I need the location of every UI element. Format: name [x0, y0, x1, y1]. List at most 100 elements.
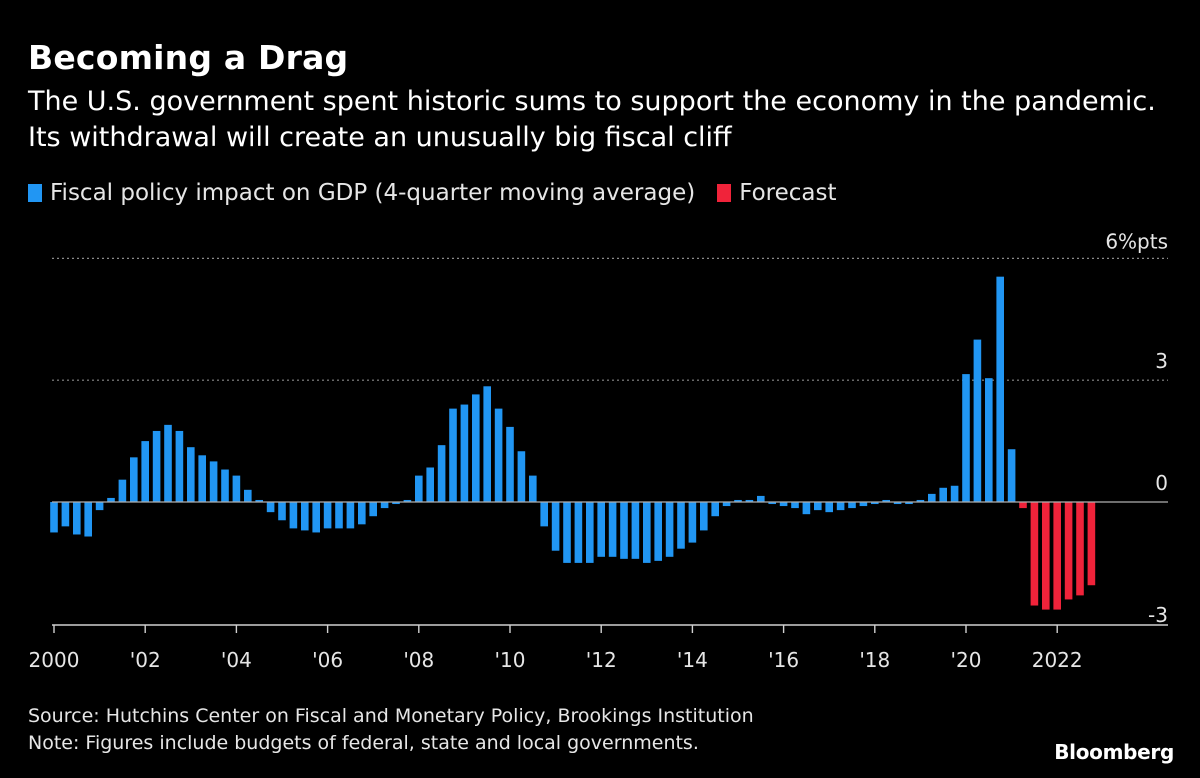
bar-actual: [84, 502, 92, 537]
bar-actual: [779, 502, 788, 507]
bar-forecast: [1087, 502, 1096, 586]
x-tick-label: '18: [859, 648, 890, 672]
bar-actual: [586, 502, 594, 563]
x-tick-label: '12: [586, 648, 617, 672]
bar-actual: [757, 495, 765, 502]
bar-actual: [996, 276, 1004, 502]
bar-forecast: [1076, 502, 1084, 596]
bar-actual: [916, 499, 925, 502]
bar-actual: [529, 475, 537, 502]
bar-actual: [266, 502, 275, 513]
bar-forecast: [1019, 502, 1027, 509]
bar-actual: [61, 502, 70, 527]
bar-actual: [312, 502, 320, 533]
y-tick-label: 3: [1155, 349, 1168, 373]
bar-actual: [335, 502, 343, 529]
bar-actual: [437, 445, 446, 502]
bar-actual: [255, 499, 263, 502]
bar-actual: [893, 502, 902, 505]
bar-actual: [836, 502, 845, 511]
bar-actual: [506, 426, 514, 502]
bar-actual: [175, 430, 184, 502]
bar-actual: [540, 502, 548, 527]
bar-actual: [483, 386, 491, 502]
bar-actual: [643, 502, 651, 563]
bar-forecast: [1042, 502, 1050, 610]
bar-actual: [517, 451, 526, 502]
legend-item-forecast: Forecast: [717, 180, 837, 206]
bar-actual: [962, 374, 970, 502]
bar-actual: [905, 502, 913, 505]
bar-actual: [164, 424, 172, 502]
bar-actual: [574, 502, 583, 563]
bar-actual: [403, 499, 412, 502]
bar-chart: 6%pts 3 0 -3 2000 '02 '04 '06 '08 '10 '12 '14 '16 '18…: [29, 229, 1168, 672]
x-tick-label: 2000: [29, 648, 80, 672]
bar-actual: [494, 408, 503, 502]
bar-forecast: [1053, 502, 1061, 610]
bar-forecast: [1030, 502, 1039, 606]
bar-actual: [551, 502, 560, 551]
bar-actual: [209, 461, 218, 502]
bar-actual: [141, 441, 149, 502]
bar-actual: [73, 502, 81, 535]
bar-actual: [802, 502, 811, 515]
bar-actual: [221, 469, 229, 502]
x-tick-label: 2022: [1032, 648, 1083, 672]
bar-actual: [631, 502, 640, 559]
x-tick-label: '04: [221, 648, 252, 672]
bar-actual: [973, 339, 982, 502]
bar-actual: [950, 485, 959, 502]
bar-actual: [50, 502, 58, 533]
bar-actual: [620, 502, 628, 559]
bar-actual: [118, 479, 127, 502]
y-tick-label: 6%pts: [1105, 229, 1168, 253]
bar-actual: [688, 502, 697, 543]
bloomberg-logo: Bloomberg: [1054, 740, 1174, 764]
bar-actual: [107, 497, 115, 502]
legend-swatch-forecast: [717, 184, 732, 202]
bar-actual: [814, 502, 822, 511]
legend: Fiscal policy impact on GDP (4-quarter m…: [28, 180, 859, 206]
legend-item-actual: Fiscal policy impact on GDP (4-quarter m…: [28, 180, 695, 206]
bar-actual: [392, 502, 400, 505]
bar-actual: [323, 502, 332, 529]
chart-subtitle: The U.S. government spent historic sums …: [28, 86, 1156, 153]
bar-actual: [700, 502, 708, 531]
x-tick-label: '08: [403, 648, 434, 672]
bar-actual: [187, 447, 195, 502]
bar-actual: [289, 502, 298, 529]
bar-actual: [449, 408, 457, 502]
x-tick-label: '16: [768, 648, 799, 672]
bar-actual: [939, 487, 947, 502]
bar-actual: [848, 502, 856, 509]
bar-actual: [1007, 449, 1016, 502]
bar-actual: [346, 502, 355, 529]
bar-actual: [711, 502, 719, 517]
bar-actual: [665, 502, 674, 557]
x-tick-label: '20: [951, 648, 982, 672]
bar-actual: [472, 394, 480, 502]
x-tick-label: '06: [312, 648, 343, 672]
note-text: Note: Figures include budgets of federal…: [28, 732, 699, 754]
bar-actual: [460, 404, 469, 502]
bar-actual: [130, 457, 138, 502]
bar-actual: [791, 502, 799, 509]
bar-actual: [95, 502, 104, 511]
bar-actual: [301, 502, 309, 531]
bar-actual: [152, 430, 161, 502]
legend-swatch-actual: [28, 184, 42, 202]
bar-actual: [768, 502, 776, 505]
bar-actual: [608, 502, 617, 557]
bar-actual: [882, 499, 890, 502]
source-note: Source: Hutchins Center on Fiscal and Mo…: [28, 705, 754, 727]
x-tick-label: '10: [495, 648, 526, 672]
bar-actual: [597, 502, 605, 557]
bar-actual: [198, 455, 206, 502]
bar-actual: [985, 378, 993, 502]
bar-actual: [369, 502, 377, 517]
bar-actual: [654, 502, 662, 561]
footer: Source: Hutchins Center on Fiscal and Mo…: [28, 703, 754, 757]
legend-label-actual: Fiscal policy impact on GDP (4-quarter m…: [50, 180, 696, 206]
bar-actual: [563, 502, 571, 563]
